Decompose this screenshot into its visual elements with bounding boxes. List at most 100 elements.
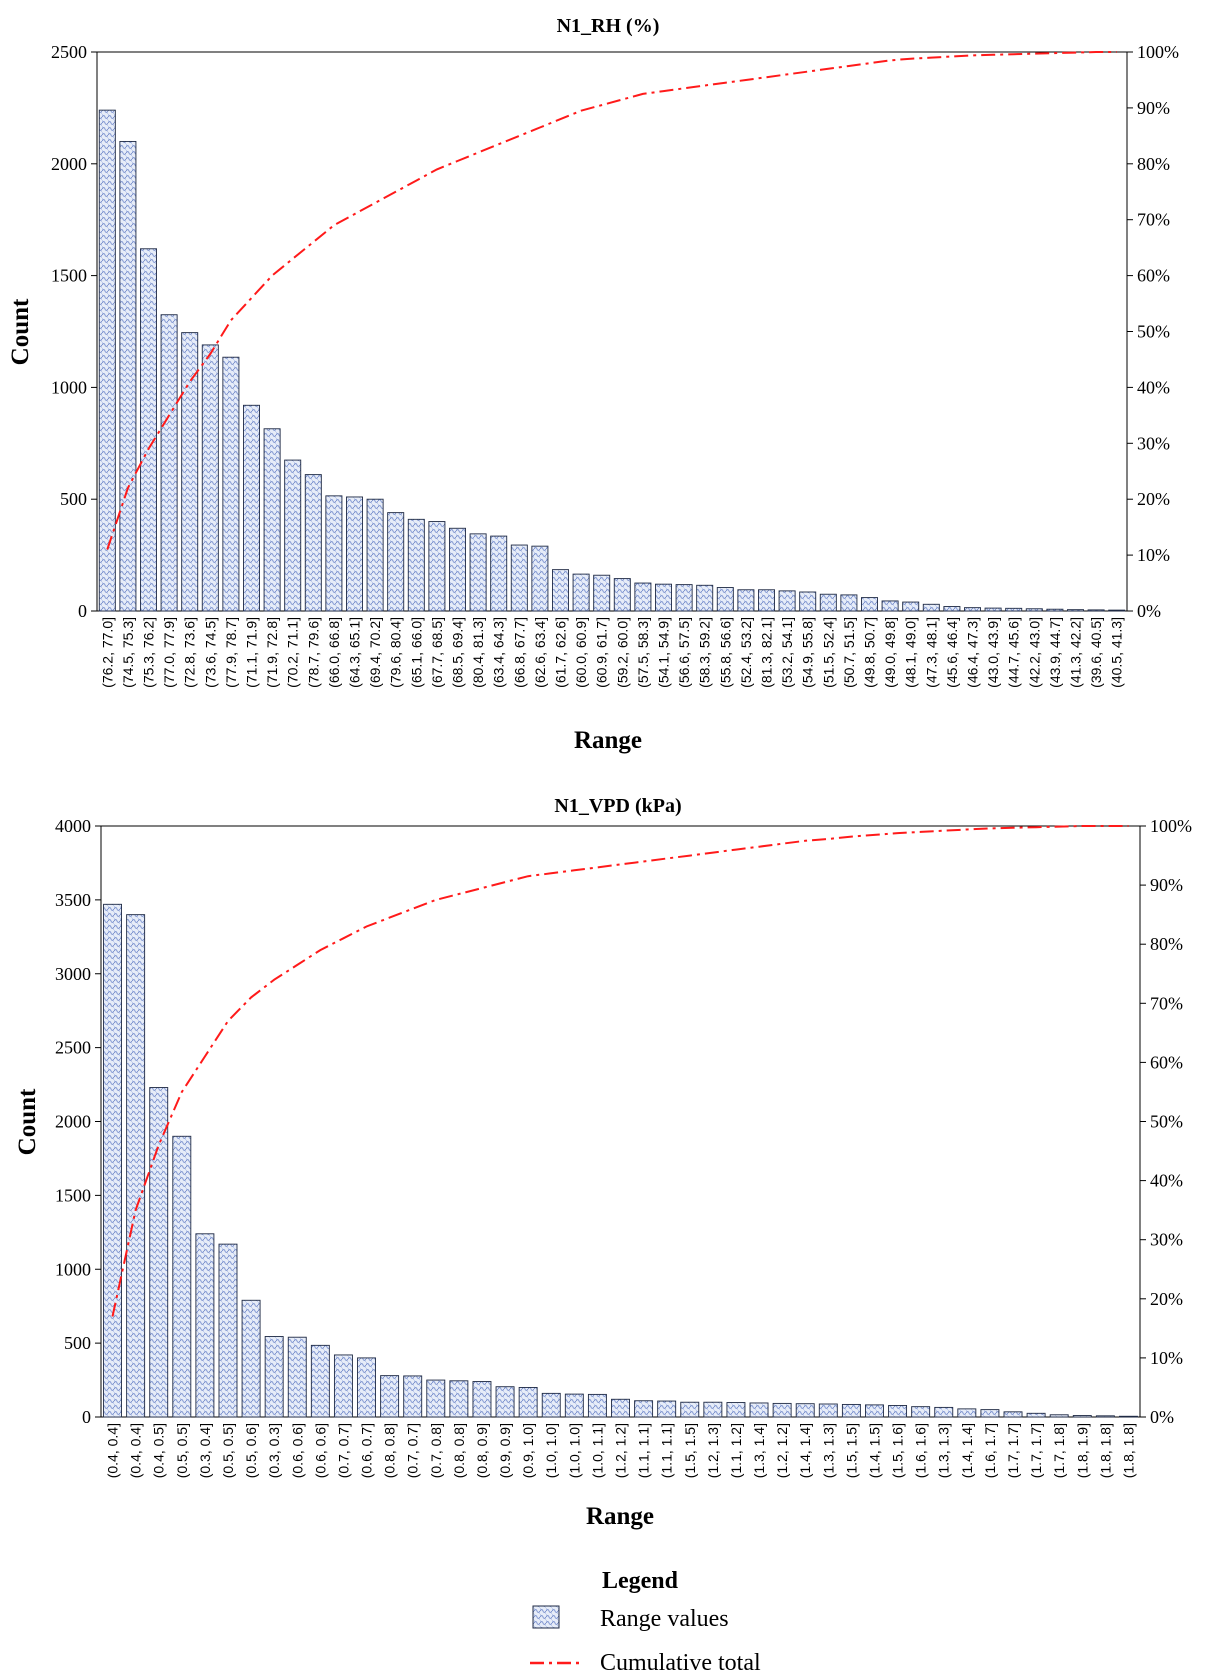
rh-bar bbox=[1108, 609, 1126, 612]
rh-bar bbox=[1025, 608, 1043, 612]
vpd-bar bbox=[426, 1379, 446, 1418]
rh-category-label: (60.9, 61.7] bbox=[594, 617, 610, 688]
rh-bar bbox=[593, 574, 611, 612]
vpd-bar bbox=[495, 1386, 515, 1418]
chart-rh-ylabel: Count bbox=[7, 298, 34, 365]
vpd-bar bbox=[611, 1398, 630, 1418]
rh-bar bbox=[531, 545, 549, 612]
rh-bar bbox=[552, 569, 569, 612]
rh-category-label: (41.3, 42.2] bbox=[1068, 617, 1084, 688]
vpd-ytick-label: 1000 bbox=[55, 1259, 91, 1279]
rh-category-label: (55.8, 56.6] bbox=[717, 617, 733, 688]
rh-y2tick-label: 0% bbox=[1137, 601, 1161, 621]
vpd-bar bbox=[333, 1354, 353, 1418]
rh-bar bbox=[572, 573, 590, 612]
vpd-category-label: (1.7, 1.8] bbox=[1051, 1423, 1067, 1478]
vpd-bar bbox=[888, 1405, 908, 1418]
rh-ytick-label: 2500 bbox=[51, 42, 87, 62]
rh-bar bbox=[160, 314, 178, 612]
rh-bar bbox=[737, 589, 755, 612]
vpd-bar bbox=[634, 1400, 654, 1418]
rh-category-label: (49.0, 49.8] bbox=[882, 617, 898, 688]
vpd-category-label: (0.4, 0.5] bbox=[151, 1423, 167, 1478]
rh-category-label: (63.4, 64.3] bbox=[491, 617, 507, 688]
vpd-bar bbox=[657, 1400, 677, 1418]
vpd-category-label: (1.1, 1.1] bbox=[636, 1423, 652, 1478]
rh-bar bbox=[613, 578, 631, 612]
vpd-bar bbox=[149, 1087, 169, 1418]
rh-category-label: (46.4, 47.3] bbox=[965, 617, 981, 688]
vpd-category-label: (0.5, 0.5] bbox=[174, 1423, 190, 1478]
rh-ytick-label: 500 bbox=[60, 489, 87, 509]
vpd-category-label: (1.0, 1.0] bbox=[566, 1423, 582, 1478]
vpd-bar bbox=[680, 1401, 700, 1418]
vpd-category-label: (1.4, 1.5] bbox=[866, 1423, 882, 1478]
vpd-y2tick-label: 0% bbox=[1150, 1407, 1174, 1427]
vpd-bar bbox=[1026, 1412, 1046, 1418]
rh-category-label: (43.0, 43.9] bbox=[985, 617, 1001, 688]
vpd-category-label: (1.5, 1.5] bbox=[682, 1423, 698, 1478]
rh-ytick-label: 2000 bbox=[51, 154, 87, 174]
chart-rh-xlabel: Range bbox=[574, 727, 642, 754]
vpd-bar bbox=[195, 1233, 215, 1418]
vpd-bar bbox=[726, 1402, 746, 1418]
rh-bar bbox=[1046, 608, 1064, 612]
legend-title: Legend bbox=[602, 1568, 679, 1594]
vpd-category-label: (1.2, 1.3] bbox=[705, 1423, 721, 1478]
rh-y2tick-label: 10% bbox=[1137, 545, 1170, 565]
vpd-category-label: (1.3, 1.3] bbox=[936, 1423, 952, 1478]
rh-y2tick-label: 70% bbox=[1137, 210, 1170, 230]
rh-category-label: (42.2, 43.0] bbox=[1026, 617, 1042, 688]
vpd-bar bbox=[957, 1408, 977, 1418]
vpd-bar bbox=[865, 1404, 884, 1418]
vpd-bar bbox=[1119, 1415, 1138, 1418]
chart-vpd-title: N1_VPD (kPa) bbox=[554, 795, 681, 817]
rh-bar bbox=[407, 518, 425, 612]
rh-category-label: (62.6, 63.4] bbox=[532, 617, 548, 688]
vpd-y2tick-label: 70% bbox=[1150, 993, 1183, 1013]
vpd-bar bbox=[1003, 1411, 1023, 1418]
vpd-category-label: (1.4, 1.4] bbox=[959, 1423, 975, 1478]
vpd-category-label: (1.8, 1.9] bbox=[1074, 1423, 1090, 1478]
chart-vpd-xlabel: Range bbox=[586, 1503, 654, 1530]
vpd-ytick-label: 0 bbox=[82, 1407, 91, 1427]
vpd-y2tick-label: 80% bbox=[1150, 934, 1183, 954]
rh-category-label: (64.3, 65.1] bbox=[347, 617, 363, 688]
vpd-cumulative-line bbox=[111, 825, 1129, 1317]
vpd-bar bbox=[564, 1393, 584, 1418]
rh-category-label: (45.6, 46.4] bbox=[944, 617, 960, 688]
rh-ytick-label: 1000 bbox=[51, 377, 87, 397]
vpd-ytick-label: 500 bbox=[64, 1333, 91, 1353]
rh-bar bbox=[366, 498, 384, 612]
vpd-category-label: (1.8, 1.8] bbox=[1120, 1423, 1136, 1478]
rh-bar bbox=[840, 594, 858, 612]
rh-category-label: (50.7, 51.5] bbox=[841, 617, 857, 688]
rh-category-label: (53.2, 54.1] bbox=[779, 617, 795, 688]
rh-bar bbox=[984, 607, 1002, 612]
vpd-category-label: (1.1, 1.2] bbox=[728, 1423, 744, 1478]
vpd-bar bbox=[1095, 1415, 1115, 1418]
vpd-category-label: (1.2, 1.2] bbox=[774, 1423, 790, 1478]
vpd-category-label: (0.3, 0.4] bbox=[197, 1423, 213, 1478]
rh-y2tick-label: 20% bbox=[1137, 489, 1170, 509]
rh-y2tick-label: 50% bbox=[1137, 322, 1170, 342]
chart-vpd: N1_VPD (kPa) Count Range 0 500 1000 1500 200… bbox=[14, 795, 1192, 1530]
vpd-bar bbox=[1049, 1414, 1069, 1418]
rh-bar bbox=[799, 591, 817, 612]
vpd-y2tick-label: 90% bbox=[1150, 875, 1183, 895]
rh-category-label: (47.3, 48.1] bbox=[923, 617, 939, 688]
vpd-bar bbox=[472, 1381, 492, 1418]
rh-bar bbox=[119, 140, 137, 612]
rh-bar bbox=[304, 474, 322, 612]
rh-category-label: (80.4, 81.3] bbox=[470, 617, 486, 688]
rh-bar bbox=[387, 512, 405, 612]
vpd-ytick-label: 2500 bbox=[55, 1038, 91, 1058]
rh-bar bbox=[222, 356, 240, 612]
vpd-ytick-label: 3500 bbox=[55, 890, 91, 910]
vpd-category-label: (0.6, 0.6] bbox=[289, 1423, 305, 1478]
vpd-category-label: (1.2, 1.2] bbox=[613, 1423, 629, 1478]
rh-category-label: (39.6, 40.5] bbox=[1088, 617, 1104, 688]
vpd-bar bbox=[749, 1402, 769, 1418]
rh-category-label: (58.3, 59.2] bbox=[697, 617, 713, 688]
